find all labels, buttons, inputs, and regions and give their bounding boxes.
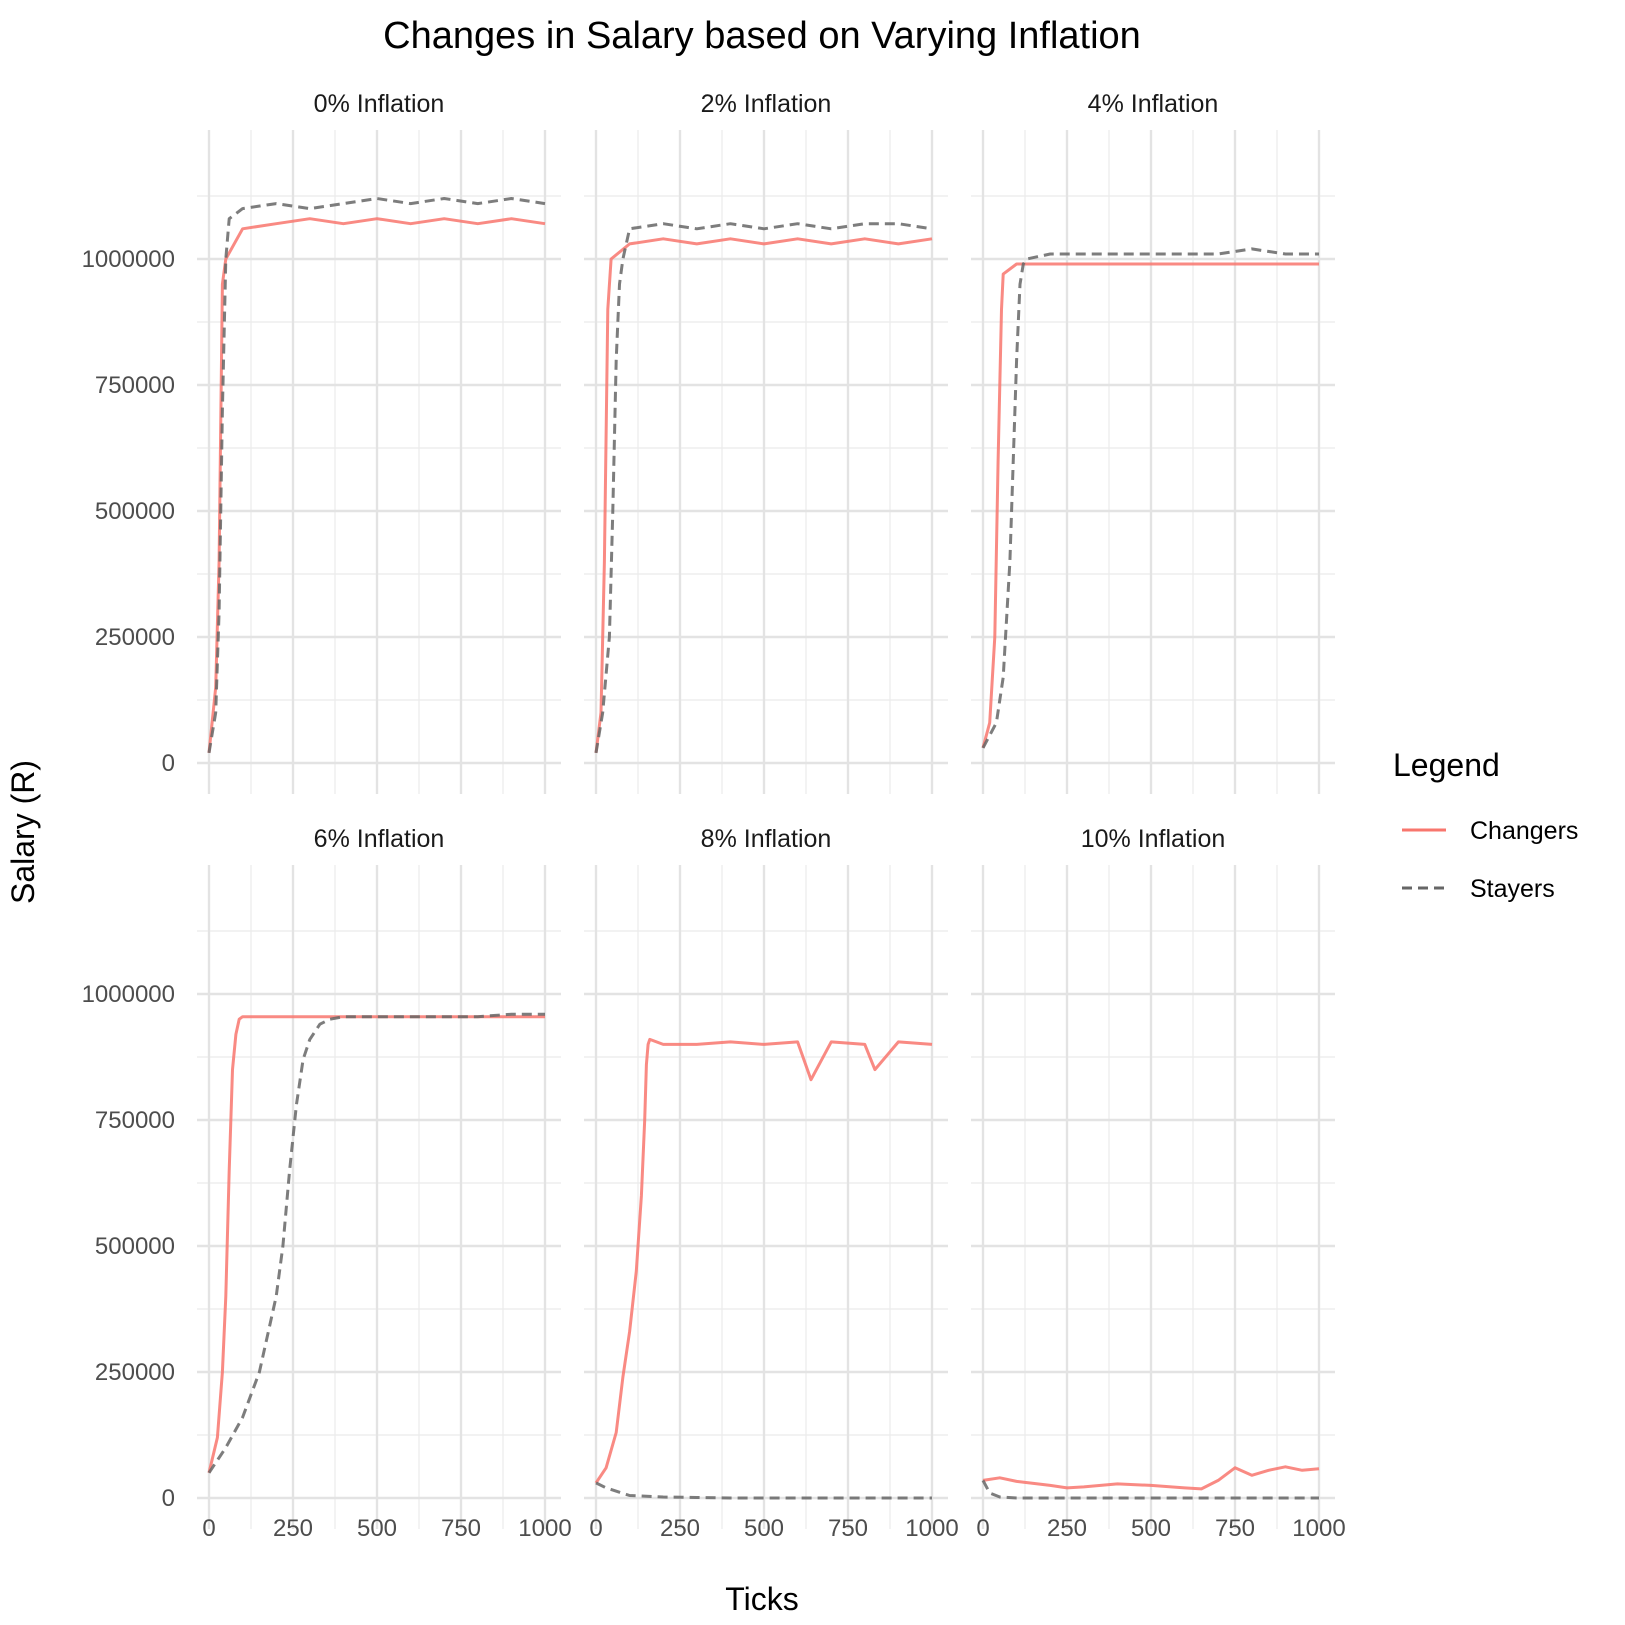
legend-title: Legend [1393, 747, 1500, 783]
facet-label: 4% Inflation [1088, 90, 1219, 118]
x-tick-label: 0 [589, 1515, 602, 1542]
x-tick-label: 250 [660, 1515, 700, 1542]
series-line-stayers [595, 1481, 932, 1500]
x-tick-label: 500 [1131, 1515, 1171, 1542]
x-tick-label: 1000 [1292, 1515, 1345, 1542]
x-tick-label: 250 [273, 1515, 313, 1542]
y-tick-label: 250000 [95, 624, 175, 651]
y-axis-title: Salary (R) [5, 760, 41, 904]
y-tick-label: 1000000 [82, 981, 175, 1008]
series-line-changers [981, 262, 1319, 749]
series-line-stayers [594, 222, 933, 754]
facet-panel: 0% Inflation 0 250000 500000 750000 1000000 [82, 90, 561, 794]
x-tick-label: 1000 [905, 1515, 958, 1542]
series-line-changers [207, 217, 546, 754]
facet-label: 8% Inflation [701, 825, 832, 853]
x-tick-label: 250 [1047, 1515, 1087, 1542]
facet-panel: 8% Inflation 0 250 500 750 1000 [584, 825, 959, 1542]
x-tick-label: 0 [976, 1515, 989, 1542]
panels-layer: 0% Inflation025000050000075000010000002%… [82, 90, 1346, 1542]
facet-panel: 2% Inflation [584, 90, 948, 794]
x-tick-label: 750 [441, 1515, 481, 1542]
facet-panel: 6% Inflation 0 250000 500000 750000 1000000 0 2… [82, 825, 572, 1542]
y-tick-label: 750000 [95, 1107, 175, 1134]
series-line-stayers [207, 197, 546, 754]
chart-title: Changes in Salary based on Varying Infla… [383, 15, 1141, 57]
y-tick-label: 500000 [95, 1233, 175, 1260]
y-tick-label: 0 [162, 750, 175, 777]
x-axis-title: Ticks [725, 1581, 798, 1617]
legend-label-stayers: Stayers [1470, 875, 1555, 903]
x-tick-label: 750 [1215, 1515, 1255, 1542]
series-line-changers [594, 237, 933, 754]
facet-panel: 10% Inflation 0 250 500 750 1000 [971, 825, 1346, 1542]
series-line-stayers [981, 1479, 1319, 1500]
y-tick-label: 1000000 [82, 246, 175, 273]
x-tick-label: 750 [828, 1515, 868, 1542]
series-line-changers [594, 1037, 933, 1484]
x-tick-label: 1000 [518, 1515, 571, 1542]
y-tick-label: 750000 [95, 372, 175, 399]
legend-label-changers: Changers [1470, 817, 1578, 845]
y-tick-label: 500000 [95, 498, 175, 525]
x-tick-label: 0 [202, 1515, 215, 1542]
facet-label: 10% Inflation [1081, 825, 1226, 853]
facet-label: 6% Inflation [314, 825, 445, 853]
facet-label: 0% Inflation [314, 90, 445, 118]
x-tick-label: 500 [357, 1515, 397, 1542]
x-tick-label: 500 [744, 1515, 784, 1542]
y-tick-label: 0 [162, 1485, 175, 1512]
facet-label: 2% Inflation [701, 90, 832, 118]
series-line-stayers [207, 1012, 545, 1474]
legend: Legend Changers Stayers [1393, 747, 1578, 903]
series-line-stayers [981, 247, 1319, 749]
facet-panel: 4% Inflation [971, 90, 1335, 794]
y-tick-label: 250000 [95, 1359, 175, 1386]
series-line-changers [982, 1465, 1320, 1491]
